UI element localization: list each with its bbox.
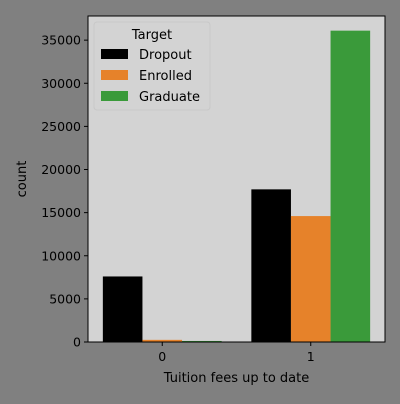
y-tick-label: 35000 bbox=[41, 33, 81, 48]
y-tick-label: 5000 bbox=[49, 291, 81, 306]
bar-graduate-1 bbox=[330, 30, 371, 342]
y-tick-label: 15000 bbox=[41, 205, 81, 220]
legend-swatch bbox=[101, 70, 128, 80]
legend-swatch bbox=[101, 91, 128, 101]
y-tick-label: 10000 bbox=[41, 248, 81, 263]
x-tick-label: 0 bbox=[158, 349, 166, 364]
y-axis: 0 5000 10000 15000 20000 25000 30000 35000 bbox=[41, 33, 88, 350]
y-tick-label: 25000 bbox=[41, 119, 81, 134]
x-tick-label: 1 bbox=[307, 349, 315, 364]
bar-enrolled-1 bbox=[290, 216, 331, 342]
bar-graduate-0 bbox=[182, 340, 222, 342]
legend: Target Dropout Enrolled Graduate bbox=[93, 21, 211, 111]
bars-layer bbox=[102, 30, 371, 342]
bar-enrolled-0 bbox=[142, 339, 183, 342]
bar-dropout-0 bbox=[102, 276, 143, 342]
y-axis-label: count bbox=[15, 161, 30, 198]
legend-label: Graduate bbox=[139, 90, 200, 105]
legend-label: Dropout bbox=[139, 48, 192, 63]
y-tick-label: 30000 bbox=[41, 76, 81, 91]
y-tick-label: 20000 bbox=[41, 162, 81, 177]
legend-swatch bbox=[101, 49, 128, 59]
x-axis-label: Tuition fees up to date bbox=[163, 371, 309, 386]
legend-frame bbox=[93, 21, 211, 111]
bar-dropout-1 bbox=[251, 189, 291, 342]
plot-frame bbox=[87, 15, 386, 343]
y-tick-label: 0 bbox=[73, 335, 81, 350]
legend-entries: Dropout Enrolled Graduate bbox=[101, 48, 200, 105]
legend-label: Enrolled bbox=[139, 69, 192, 84]
legend-title: Target bbox=[131, 28, 172, 43]
